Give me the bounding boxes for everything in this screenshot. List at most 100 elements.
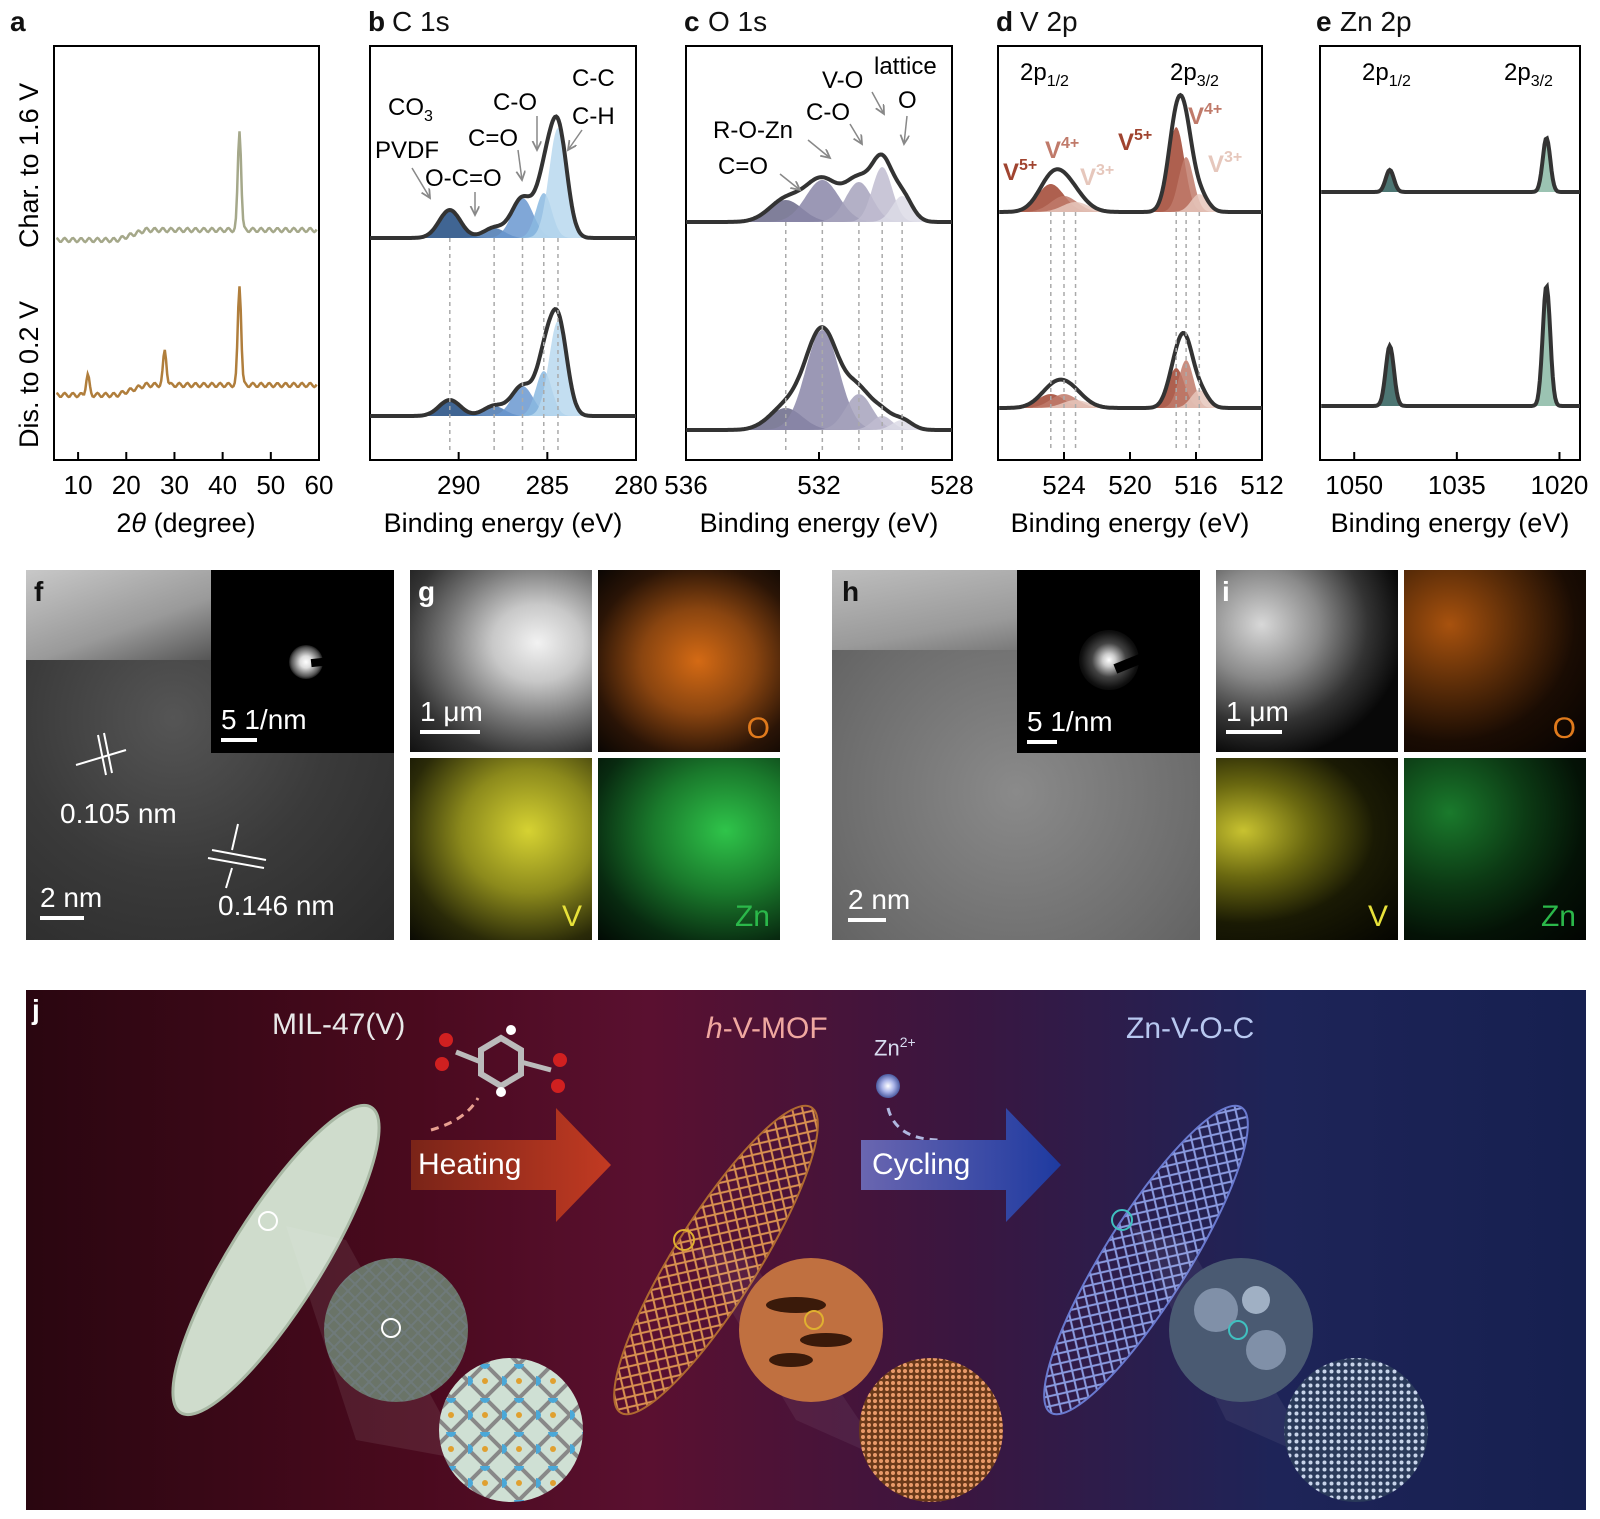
label-zn-ion: Zn2+ <box>874 1034 916 1061</box>
c1s-tick-290: 290 <box>437 470 480 500</box>
xaxis-a-tick-50: 50 <box>256 470 285 500</box>
v2p-tick-512: 512 <box>1240 470 1283 500</box>
hrtem-image-h: 5 1/nm 2 nm <box>832 570 1200 940</box>
eds-map-o-g: O <box>598 570 780 752</box>
xaxis-a-tick-40: 40 <box>208 470 237 500</box>
haadf-image-g: 1 μm <box>410 570 592 752</box>
svg-text:CO3: CO3 <box>388 94 433 125</box>
panel-letter-d: d <box>996 6 1014 37</box>
panel-title-e: Zn 2p <box>1340 6 1412 37</box>
svg-text:2p3/2: 2p3/2 <box>1170 59 1219 90</box>
xlabel-d: Binding energy (eV) <box>1011 508 1250 538</box>
panel-letter-h: h <box>842 576 860 607</box>
zn2p-envelope-0 <box>1321 135 1580 194</box>
c1s-component-0-4 <box>370 128 636 238</box>
panel-letter-g: g <box>418 576 436 607</box>
svg-text:PVDF: PVDF <box>375 137 439 164</box>
eds-label-v-i: V <box>1367 900 1388 933</box>
o1s-tick-532: 532 <box>797 470 840 500</box>
panel-b-frame <box>369 45 637 461</box>
panel-e-frame <box>1319 45 1581 461</box>
label-heating: Heating <box>418 1148 522 1181</box>
svg-text:C=O: C=O <box>718 153 768 180</box>
scale-label-g: 1 μm <box>420 696 483 727</box>
zn2p-tick-1020: 1020 <box>1531 470 1589 500</box>
c1s-tick-285: 285 <box>526 470 569 500</box>
svg-text:2p1/2: 2p1/2 <box>1020 59 1069 90</box>
scheme-graphics <box>171 1025 1428 1502</box>
svg-text:lattice: lattice <box>874 53 937 80</box>
eds-map-zn-i: Zn <box>1404 758 1586 940</box>
xlabel-a: 2θ (degree) <box>116 508 255 538</box>
eds-label-zn-i: Zn <box>1540 900 1576 933</box>
panel-letter-i: i <box>1222 576 1230 607</box>
c1s-envelope-1 <box>370 306 636 418</box>
eds-map-o-i: O <box>1404 570 1586 752</box>
svg-text:V5+: V5+ <box>1003 157 1037 186</box>
scale-label-f: 2 nm <box>40 882 103 913</box>
xrd-curve-charged <box>55 131 318 244</box>
c1s-tick-280: 280 <box>614 470 657 500</box>
cycling-arrow <box>861 1108 1061 1222</box>
saed-inset-f: 5 1/nm <box>211 570 394 753</box>
saed-scalebar-f <box>221 738 257 742</box>
svg-text:V3+: V3+ <box>1208 149 1242 178</box>
znvoc-zoom-2 <box>1284 1358 1428 1502</box>
eds-label-zn-g: Zn <box>734 900 770 933</box>
znvoc-zoom-1 <box>1169 1258 1313 1402</box>
xaxis-a-tick-10: 10 <box>64 470 93 500</box>
label-cycling: Cycling <box>872 1148 971 1181</box>
panel-letter-f: f <box>34 576 44 607</box>
saed-scale-label-f: 5 1/nm <box>221 704 307 735</box>
v2p-envelope-0 <box>999 92 1262 214</box>
label-znvoc: Zn-V-O-C <box>1126 1012 1255 1045</box>
c1s-envelope-0 <box>370 114 636 240</box>
c1s-annotations: CO3 PVDF O-C=O C=O C-O C-C C-H <box>375 65 615 215</box>
svg-text:V4+: V4+ <box>1188 101 1222 130</box>
o1s-envelope-1 <box>686 325 952 432</box>
znvoc-framework <box>1043 1104 1249 1416</box>
saed-inset-h: 5 1/nm <box>1017 570 1200 753</box>
v2p-tick-524: 524 <box>1042 470 1085 500</box>
eds-map-v-g: V <box>410 758 592 940</box>
svg-text:C-O: C-O <box>806 99 850 126</box>
v2p-component-0-0 <box>998 184 1262 212</box>
scalebar-g <box>420 730 480 734</box>
v2p-annotations: 2p1/2 2p3/2 V5+ V4+ V3+ V5+ V4+ V3+ <box>1003 59 1242 191</box>
heating-arrow <box>411 1108 611 1222</box>
xlabel-c: Binding energy (eV) <box>700 508 939 538</box>
mil47-molecular-structure <box>439 1358 583 1502</box>
o1s-envelope-0 <box>686 152 952 224</box>
v2p-envelope-1 <box>999 330 1262 410</box>
svg-text:C-O: C-O <box>493 89 537 116</box>
haadf-image-i: 1 μm <box>1216 570 1398 752</box>
zn-ion <box>876 1074 900 1098</box>
hrtem-image-f: 5 1/nm 0.105 nm 0.146 nm 2 nm <box>26 570 394 940</box>
o1s-component-0-1 <box>686 180 952 222</box>
c1s-component-1-0 <box>370 400 636 416</box>
ylabel-charged: Char. to 1.6 V <box>14 83 44 248</box>
o1s-tick-528: 528 <box>930 470 973 500</box>
panel-letter-b: b <box>368 6 386 37</box>
scale-label-i: 1 μm <box>1226 696 1289 727</box>
xlabel-e: Binding energy (eV) <box>1331 508 1570 538</box>
label-hvmof: h-V-MOF <box>706 1012 828 1045</box>
eds-label-o-i: O <box>1552 712 1576 745</box>
svg-text:C-C: C-C <box>572 65 615 92</box>
ylabel-discharged: Dis. to 0.2 V <box>14 301 44 448</box>
panel-title-c: O 1s <box>708 6 768 37</box>
eds-label-v-g: V <box>561 900 582 933</box>
label-mil47: MIL-47(V) <box>272 1008 406 1041</box>
svg-text:O: O <box>898 87 917 114</box>
xaxis-a-tick-30: 30 <box>160 470 189 500</box>
lattice-spacing-2: 0.146 nm <box>218 890 335 921</box>
svg-text:2p3/2: 2p3/2 <box>1504 59 1553 90</box>
c1s-component-1-2 <box>370 386 636 416</box>
panel-letter-e: e <box>1316 6 1332 37</box>
xaxis-a-tick-20: 20 <box>112 470 141 500</box>
scheme-panel-j: MIL-47(V) h-V-MOF Zn-V-O-C Zn2+ Heating … <box>26 990 1586 1510</box>
svg-text:C-H: C-H <box>572 103 615 130</box>
zn2p-tick-1050: 1050 <box>1325 470 1383 500</box>
saed-scale-label-h: 5 1/nm <box>1027 706 1113 737</box>
o1s-component-0-4 <box>686 196 952 222</box>
